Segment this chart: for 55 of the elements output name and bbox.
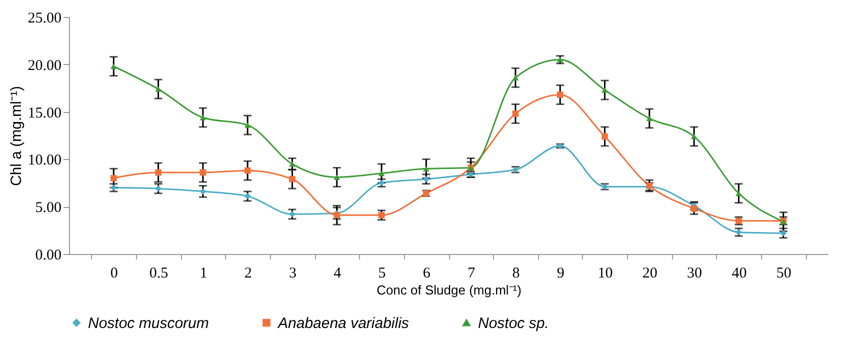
point	[556, 56, 564, 62]
x-tick-label: 5	[378, 266, 386, 282]
x-tick-label: 40	[732, 266, 747, 282]
x-tick-label: 4	[334, 266, 342, 282]
point	[110, 64, 117, 70]
point	[244, 193, 251, 200]
point	[289, 176, 296, 182]
point	[200, 169, 206, 176]
point	[690, 205, 698, 212]
point	[244, 167, 251, 174]
x-tick-label: 9	[556, 266, 564, 282]
point	[690, 134, 698, 140]
x-tick-label: 20	[642, 266, 658, 282]
point	[646, 116, 653, 122]
point	[289, 161, 296, 167]
point	[602, 87, 608, 93]
y-tick-label: 20.00	[28, 58, 62, 74]
x-tick-label: 8	[512, 266, 520, 282]
point	[244, 122, 251, 128]
legend-label: Nostoc sp.	[478, 314, 549, 332]
point	[378, 170, 385, 176]
x-tick-label: 6	[422, 266, 431, 282]
x-axis-title: Conc of Sludge (mg.ml⁻¹)	[376, 282, 522, 298]
point	[155, 86, 162, 92]
x-tick-label: 10	[598, 266, 613, 282]
point	[200, 114, 206, 120]
point	[289, 211, 296, 218]
y-tick-label: 5.00	[35, 200, 62, 216]
x-tick-label: 2	[244, 266, 252, 282]
x-tick-label: 0	[110, 266, 118, 282]
point	[378, 212, 385, 218]
y-axis-title: Chl a (mg.ml⁻¹)	[8, 86, 25, 186]
point	[602, 133, 608, 140]
point	[423, 166, 430, 172]
y-tick-label: 25.00	[28, 10, 62, 26]
x-tick-label: 1	[200, 266, 208, 282]
y-tick-label: 10.00	[28, 152, 62, 169]
x-tick-label: 30	[687, 266, 702, 282]
point	[512, 110, 519, 117]
legend-label: Nostoc muscorum	[88, 314, 209, 332]
point	[110, 175, 117, 182]
x-tick-label: 3	[288, 266, 296, 282]
x-tick-label: 50	[776, 266, 792, 282]
point	[423, 176, 430, 182]
y-tick-label: 15.00	[28, 105, 62, 122]
point	[155, 169, 162, 176]
point	[334, 174, 340, 180]
legend-label: Anabaena variabilis	[277, 314, 410, 332]
x-tick-label: 0.5	[149, 266, 168, 282]
point	[200, 188, 206, 195]
x-tick-label: 7	[468, 266, 476, 282]
point	[512, 74, 519, 80]
y-tick-label: 0.00	[35, 248, 62, 264]
point	[736, 190, 742, 196]
point	[556, 92, 564, 98]
